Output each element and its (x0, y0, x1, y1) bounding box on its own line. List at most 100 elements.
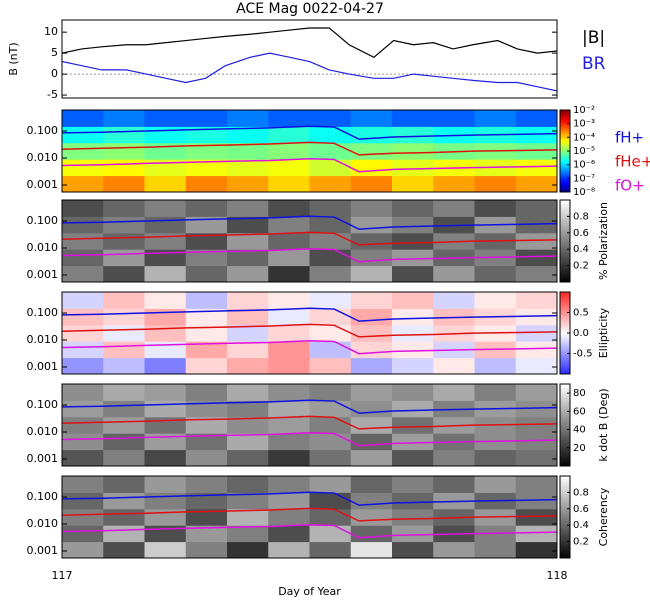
colorbar-swatch (560, 132, 570, 136)
heatmap-cell (392, 508, 434, 526)
colorbar-swatch (560, 451, 570, 455)
heatmap-cell (350, 508, 393, 526)
colorbar-swatch (560, 447, 570, 451)
colorbar-frame (559, 383, 571, 467)
colorbar-swatch (560, 238, 570, 242)
colorbar-swatch (560, 130, 570, 134)
heatmap-cell (227, 357, 269, 374)
heatmap-cell (227, 508, 269, 526)
heatmap-cell (227, 433, 269, 451)
heatmap-cell (227, 200, 269, 217)
colorbar-tick-label: 0.0 (573, 328, 589, 339)
legend-label: BR (582, 54, 606, 74)
heatmap-cell (515, 541, 557, 558)
colorbar-swatch (560, 159, 570, 162)
y-tick-label: 0.100 (27, 306, 59, 319)
heatmap-cell (144, 159, 187, 177)
colorbar-swatch (560, 234, 570, 238)
heatmap-cell (268, 324, 310, 342)
colorbar-tick-label: 0.6 (573, 504, 589, 515)
axes-frame (61, 291, 558, 375)
heatmap-cell (62, 508, 104, 526)
heatmap-cell (392, 416, 434, 434)
colorbar-swatch (560, 241, 570, 244)
heatmap-cell (392, 341, 434, 359)
frequency-line (62, 431, 557, 447)
colorbar-tick-label: 0.8 (573, 211, 589, 222)
heatmap-cell (392, 308, 434, 326)
colorbar-swatch (560, 322, 570, 326)
heatmap-cell (268, 400, 310, 418)
heatmap-cell (392, 541, 434, 558)
heatmap-cell (309, 159, 352, 177)
frequency-line (62, 247, 557, 263)
heatmap-cell (350, 525, 393, 543)
heatmap-cell (309, 308, 352, 326)
y-tick-label: 0.100 (27, 490, 59, 503)
heatmap-cell (515, 292, 557, 309)
heatmap-cell (515, 324, 557, 342)
heatmap-cell (268, 476, 310, 493)
colorbar-tick-label: 0.8 (573, 487, 589, 498)
heatmap-cell (227, 324, 269, 342)
colorbar-swatch (560, 512, 570, 516)
heatmap-cell (185, 110, 228, 127)
colorbar-swatch (560, 204, 570, 207)
colorbar-swatch (560, 214, 570, 217)
series-line (62, 52, 557, 92)
heatmap-cell (309, 292, 352, 309)
colorbar-swatch (560, 369, 570, 373)
heatmap-cell (309, 265, 352, 282)
heatmap-cell (515, 341, 557, 359)
colorbar-swatch (560, 265, 570, 269)
heatmap-cell (227, 159, 269, 177)
colorbar-swatch (560, 541, 570, 545)
heatmap-cell (350, 175, 393, 192)
colorbar-swatch (560, 519, 570, 522)
colorbar-swatch (560, 418, 570, 422)
heatmap-cell (350, 324, 393, 342)
heatmap-cell (62, 142, 104, 160)
legend-label: fH+ (615, 129, 644, 147)
colorbar-swatch (560, 140, 570, 144)
colorbar-swatch (560, 136, 570, 140)
heatmap-cell (227, 292, 269, 309)
colorbar-swatch (560, 521, 570, 524)
x-tick-label: 117 (52, 569, 73, 582)
heatmap-cell (144, 142, 187, 160)
heatmap-cell (144, 433, 187, 451)
heatmap-cell (392, 159, 434, 177)
colorbar-swatch (560, 490, 570, 493)
heatmap-cell (144, 416, 187, 434)
heatmap-cell (392, 232, 434, 250)
heatmap-cell (103, 341, 145, 359)
heatmap-cell (144, 508, 187, 526)
legend-label: fO+ (615, 177, 645, 195)
heatmap-cell (185, 525, 228, 543)
colorbar-swatch (560, 163, 570, 166)
heatmap-cell (144, 357, 187, 374)
colorbar-swatch (560, 537, 570, 541)
heatmap-cell (103, 292, 145, 309)
heatmap-cell (185, 308, 228, 326)
heatmap-cell (433, 449, 475, 466)
colorbar-swatch (560, 425, 570, 428)
heatmap-cell (185, 541, 228, 558)
colorbar-swatch (560, 457, 570, 461)
colorbar-swatch (560, 365, 570, 369)
colorbar-swatch (560, 476, 570, 479)
heatmap-cell (268, 341, 310, 359)
colorbar-swatch (560, 312, 570, 316)
heatmap-cell (268, 525, 310, 543)
colorbar-swatch (560, 514, 570, 518)
heatmap-cell (350, 433, 393, 451)
heatmap-cell (433, 292, 475, 309)
heatmap-cell (392, 492, 434, 510)
colorbar-swatch (560, 169, 570, 172)
y-tick-label: 0.010 (27, 241, 59, 254)
axes-frame (61, 19, 558, 99)
y-tick-label: 0.010 (27, 333, 59, 346)
heatmap-cell (392, 175, 434, 192)
colorbar-swatch (560, 427, 570, 430)
colorbar-swatch (560, 500, 570, 504)
